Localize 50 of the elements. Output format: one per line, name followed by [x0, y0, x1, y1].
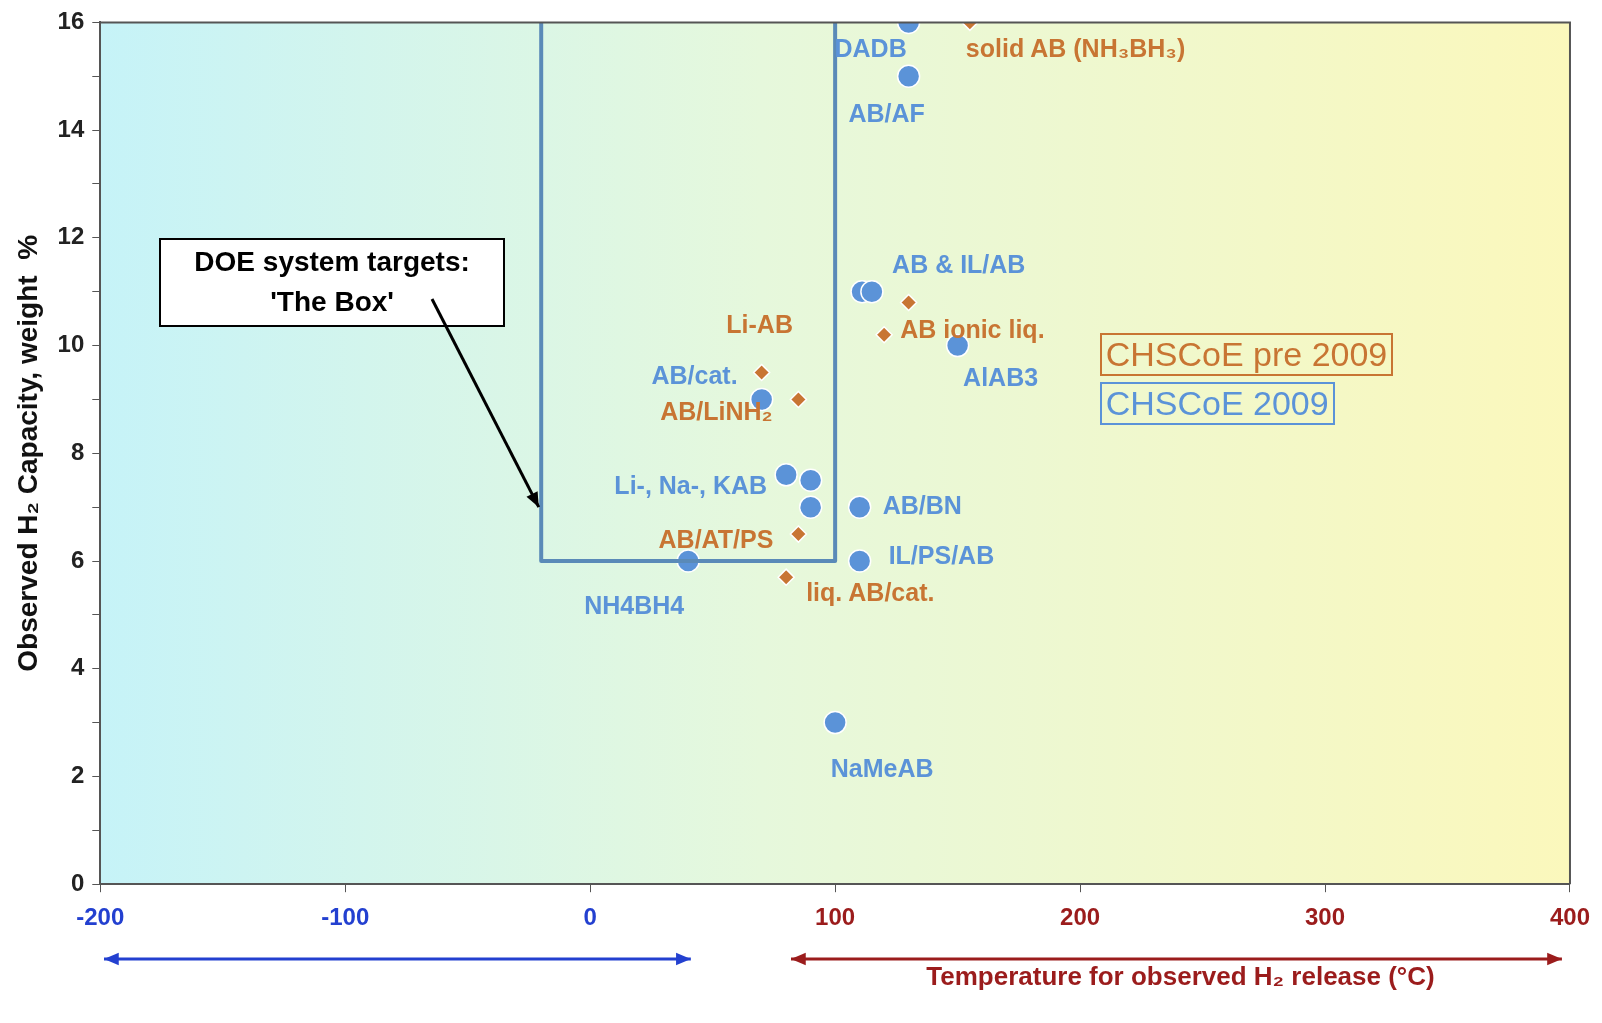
point [777, 568, 795, 586]
point [899, 293, 918, 312]
y-axis-title: Observed H₂ Capacity, weight % [11, 234, 43, 672]
text: CHSCoE 2009 [1099, 381, 1335, 425]
data-label: AB/LiNH₂ [660, 397, 773, 426]
data-label: liq. AB/cat. [806, 578, 935, 607]
data-label: AB/AF [848, 99, 925, 128]
data-label: AB/cat. [651, 361, 738, 390]
point [875, 326, 893, 344]
data-label: AB ionic liq. [900, 314, 1045, 343]
x-tick-label: 300 [1305, 903, 1346, 931]
data-label: IL/PS/AB [888, 540, 995, 569]
point [823, 710, 847, 735]
x-tick-label: -100 [321, 903, 370, 931]
point [774, 463, 798, 487]
data-label: AlAB3 [963, 363, 1039, 392]
annotation: DOE system targets: 'The Box' [159, 237, 506, 328]
data-label: AB & IL/AB [892, 249, 1026, 278]
point [860, 279, 884, 304]
y-tick-label: 6 [70, 545, 85, 573]
y-tick-label: 12 [57, 222, 85, 250]
y-tick-label: 2 [70, 761, 85, 789]
x-tick-label: 200 [1060, 903, 1101, 931]
x-tick-label: 100 [815, 903, 856, 931]
data-label: AB/BN [882, 491, 962, 520]
x-axis-title: Temperature for observed H₂ release (°C) [926, 961, 1435, 993]
point [798, 468, 823, 492]
data-label: NaMeAB [830, 753, 934, 782]
y-tick-label: 16 [57, 7, 85, 35]
x-tick-label: 0 [583, 903, 597, 931]
data-label: AB/AT/PS [658, 524, 774, 553]
point [896, 64, 921, 89]
x-tick-label: 400 [1549, 903, 1590, 931]
point [847, 495, 872, 519]
point [847, 549, 872, 573]
data-label: Li-, Na-, KAB [614, 470, 768, 499]
point [789, 525, 808, 543]
y-tick-label: 4 [70, 653, 85, 681]
y-tick-label: 0 [70, 868, 85, 896]
y-tick-label: 8 [70, 437, 85, 465]
text: CHSCoE pre 2009 [1099, 332, 1394, 376]
point [752, 363, 771, 382]
x-tick-label: -200 [76, 903, 125, 931]
y-tick-label: 14 [57, 114, 85, 142]
y-tick-label: 10 [57, 330, 85, 358]
data-label: solid AB (NH₃BH₃) [965, 34, 1186, 63]
data-label: Li-AB [726, 310, 793, 339]
point [789, 390, 808, 409]
point [798, 495, 823, 519]
data-label: NH4BH4 [584, 590, 685, 619]
